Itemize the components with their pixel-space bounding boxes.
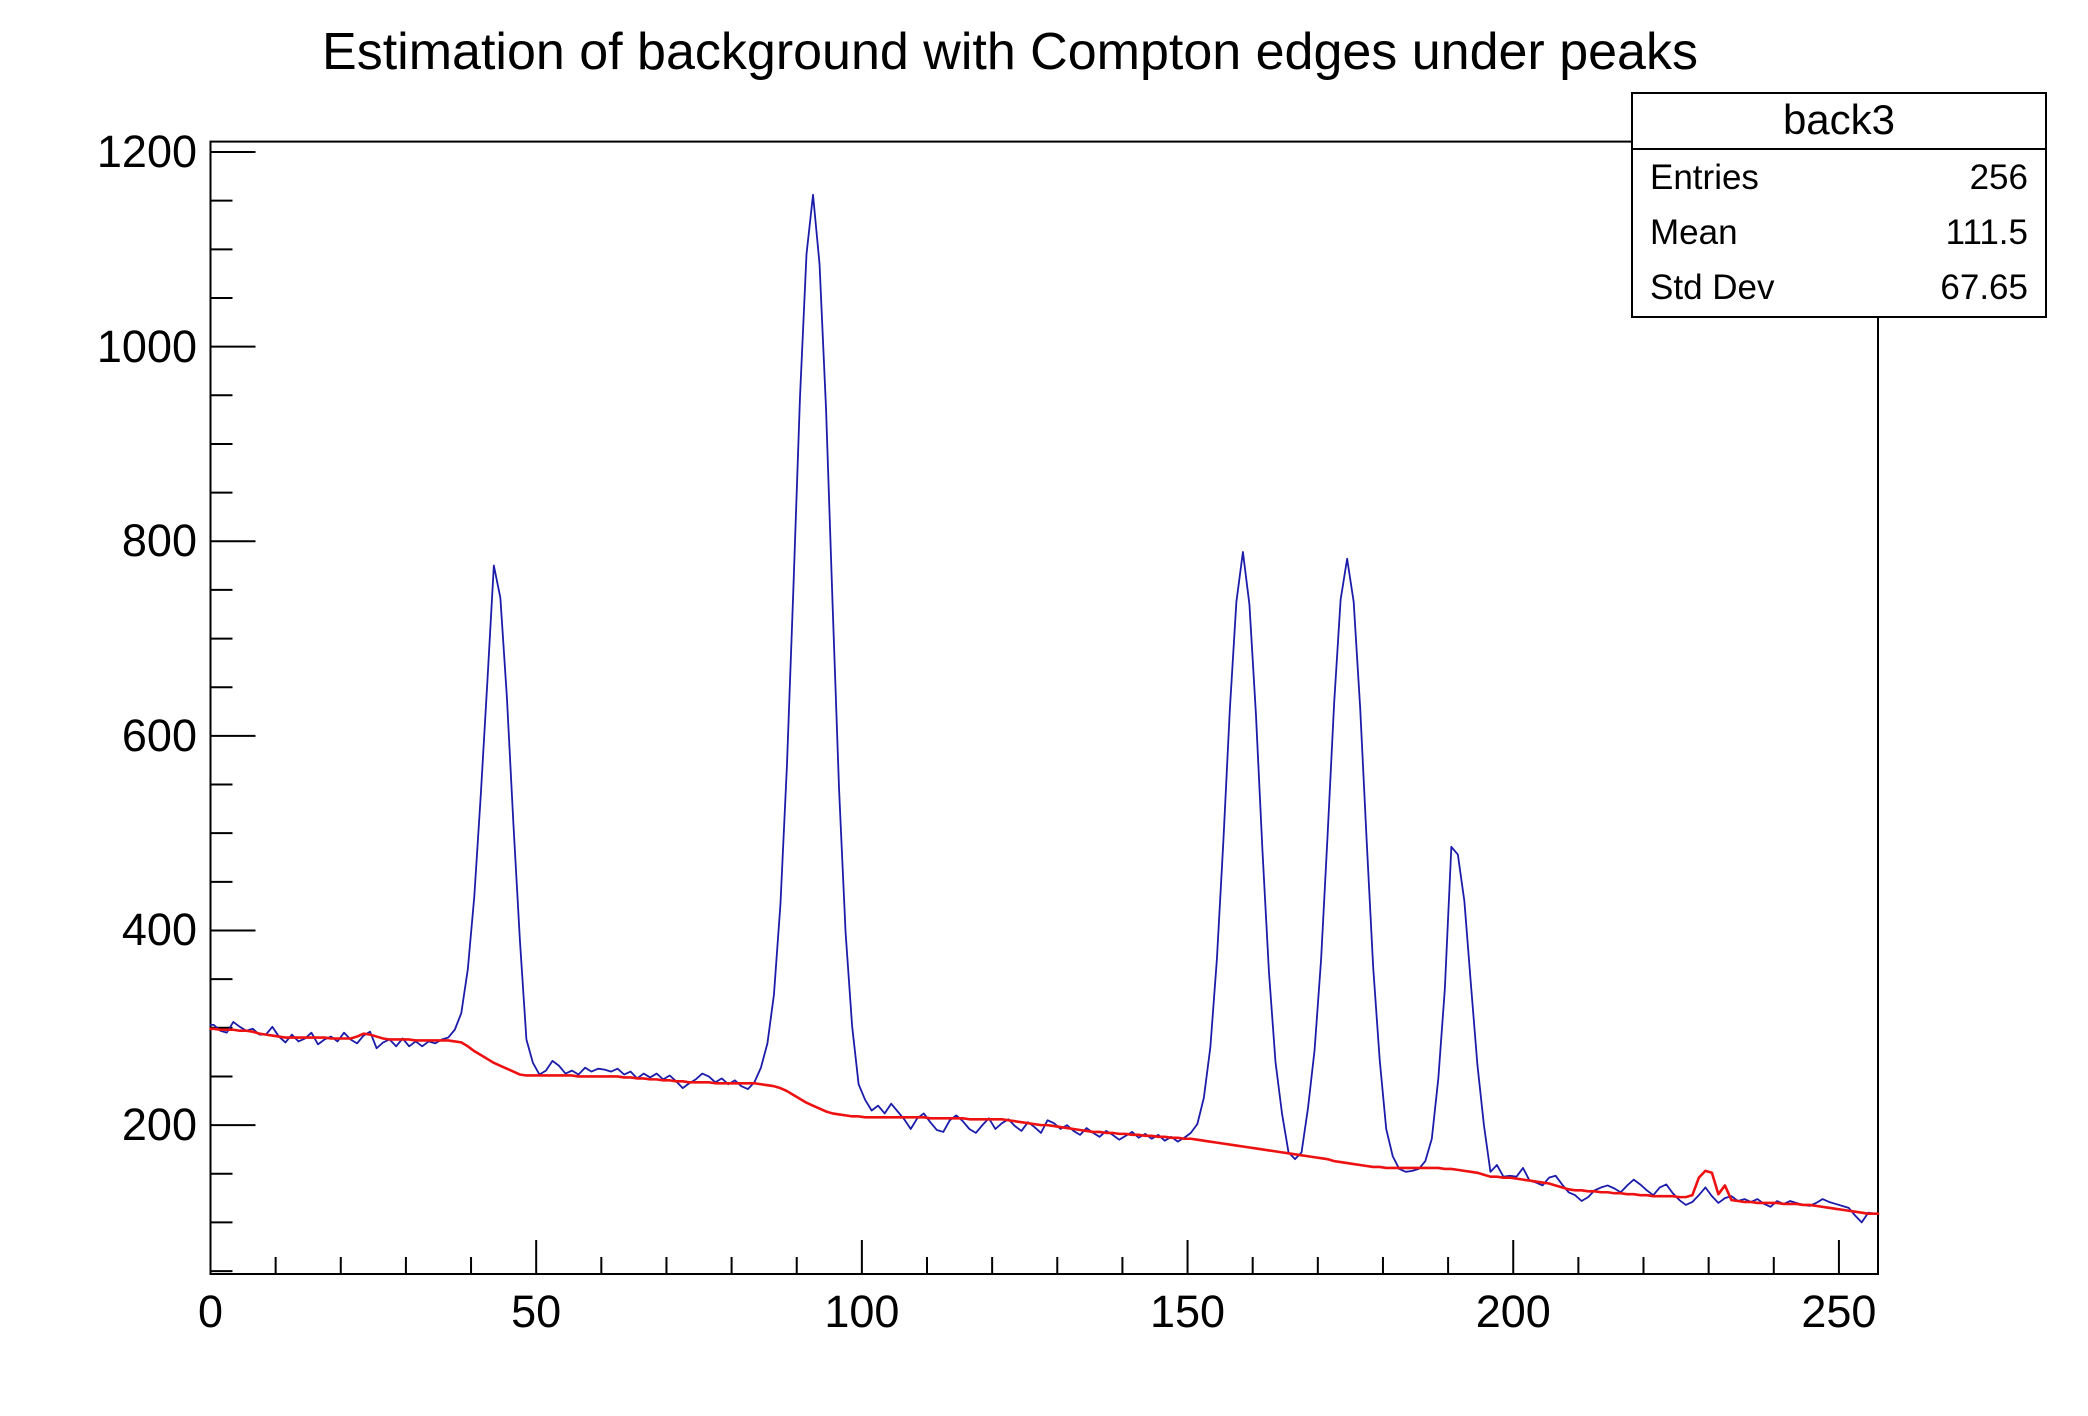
y-tick-label: 200 <box>121 1099 197 1151</box>
stats-value-mean: 111.5 <box>1945 212 2028 252</box>
stats-label-entries: Entries <box>1650 157 1759 197</box>
y-tick-label: 800 <box>121 515 197 567</box>
plot-frame <box>209 140 1879 1276</box>
y-tick-label: 400 <box>121 904 197 956</box>
x-tick-label: 0 <box>197 1286 224 1337</box>
x-tick-label: 150 <box>1150 1286 1226 1337</box>
background-line <box>209 1027 1880 1215</box>
stats-label-mean: Mean <box>1650 212 1738 252</box>
stats-title: back3 <box>1633 94 2045 150</box>
y-tick-label: 1200 <box>96 126 197 177</box>
stats-row-entries: Entries 256 <box>1633 150 2045 205</box>
x-tick-label: 200 <box>1475 1286 1551 1337</box>
x-tick-label: 250 <box>1801 1286 1877 1337</box>
y-tick-label: 1000 <box>96 320 197 372</box>
x-tick-label: 100 <box>824 1286 900 1337</box>
stats-value-entries: 256 <box>1969 157 2028 197</box>
stats-box[interactable]: back3 Entries 256 Mean 111.5 Std Dev 67.… <box>1631 92 2047 318</box>
x-tick-label: 50 <box>511 1286 562 1337</box>
stats-value-stddev: 67.65 <box>1940 268 2028 308</box>
stats-rows: Entries 256 Mean 111.5 Std Dev 67.65 <box>1633 150 2045 316</box>
y-tick-label: 600 <box>121 709 197 761</box>
stats-row-mean: Mean 111.5 <box>1633 205 2045 260</box>
stats-label-stddev: Std Dev <box>1650 268 1775 308</box>
stats-row-stddev: Std Dev 67.65 <box>1633 261 2045 316</box>
chart-title: Estimation of background with Compton ed… <box>322 23 1698 81</box>
spectrum-line <box>209 193 1879 1224</box>
